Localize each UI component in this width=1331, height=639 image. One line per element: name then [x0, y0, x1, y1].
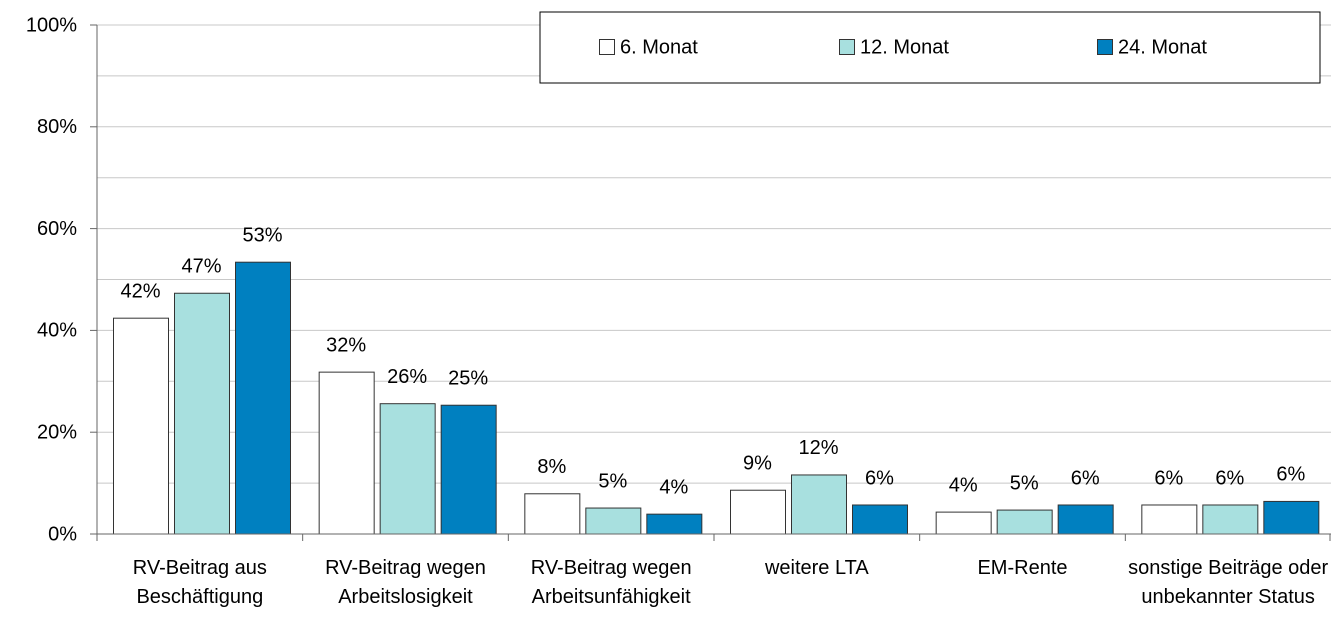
x-tick-label: EM-Rente [977, 557, 1068, 579]
bar [524, 493, 581, 535]
bar [235, 261, 291, 535]
x-tick-label: RV-Beitrag wegen Arbeitsunfähigkeit [530, 557, 692, 608]
legend-swatch [839, 39, 855, 55]
x-tick-label: weitere LTA [764, 557, 869, 579]
legend-label: 12. Monat [860, 36, 949, 58]
bar [585, 507, 642, 535]
data-label: 4% [949, 474, 978, 496]
data-label: 26% [387, 366, 427, 388]
y-tick-label: 60% [37, 218, 77, 240]
bar [318, 371, 375, 535]
legend-label: 24. Monat [1118, 36, 1207, 58]
data-label: 9% [743, 453, 772, 475]
data-label: 4% [659, 476, 688, 498]
data-label: 47% [181, 256, 221, 278]
bar [1263, 500, 1320, 535]
data-label: 5% [1010, 472, 1039, 494]
legend-swatch [1097, 39, 1113, 55]
legend-swatch [599, 39, 615, 55]
bar [113, 317, 169, 535]
data-label: 12% [798, 437, 838, 459]
data-label: 6% [1071, 467, 1100, 489]
bar [440, 404, 497, 535]
data-label: 6% [1215, 467, 1244, 489]
legend-label: 6. Monat [620, 36, 698, 58]
y-tick-label: 100% [26, 14, 77, 36]
data-label: 6% [1276, 464, 1305, 486]
bar [791, 474, 847, 535]
y-tick-label: 80% [37, 116, 77, 138]
data-label: 8% [537, 456, 566, 478]
bar [1141, 504, 1198, 535]
data-label: 5% [598, 470, 627, 492]
data-label: 25% [448, 368, 488, 390]
data-label: 6% [1154, 467, 1183, 489]
data-label: 32% [326, 334, 366, 356]
data-label: 6% [865, 467, 894, 489]
bar [730, 489, 786, 535]
x-tick-label: sonstige Beiträge oder unbekannter Statu… [1128, 557, 1329, 608]
data-label: 53% [242, 224, 282, 246]
y-tick-label: 0% [48, 523, 77, 545]
bar [852, 504, 908, 535]
legend-box [539, 11, 1321, 84]
bar [935, 511, 992, 535]
x-tick-label: RV-Beitrag aus Beschäftigung [132, 557, 267, 608]
x-tick-label: RV-Beitrag wegen Arbeitslosigkeit [325, 557, 486, 608]
bar [174, 292, 230, 535]
y-tick-label: 20% [37, 421, 77, 443]
y-tick-label: 40% [37, 320, 77, 342]
bar [1057, 504, 1114, 535]
bar [379, 403, 436, 535]
bar [1202, 504, 1259, 535]
bar [996, 509, 1053, 535]
bar [646, 513, 703, 535]
data-label: 42% [120, 280, 160, 302]
